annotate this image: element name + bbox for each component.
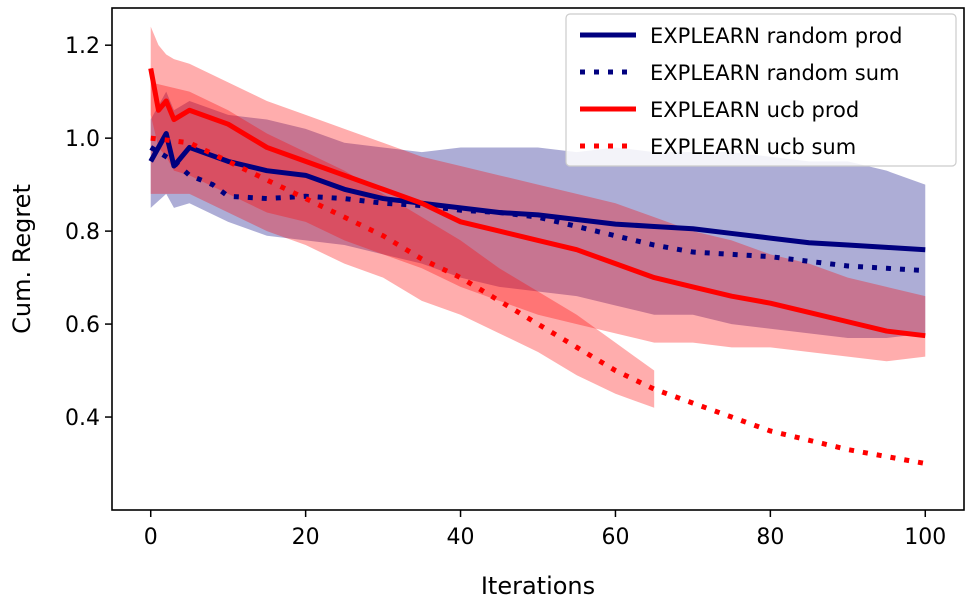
y-tick-label: 1.2 <box>65 34 100 59</box>
legend-label-3: EXPLEARN ucb prod <box>650 98 859 122</box>
y-tick-label: 0.8 <box>65 220 100 245</box>
confidence-band-3 <box>150 26 926 362</box>
x-tick-label: 40 <box>447 525 475 550</box>
legend-label-4: EXPLEARN ucb sum <box>650 135 856 159</box>
plot-frame <box>111 7 965 511</box>
x-axis: 0 20 40 60 80 100 <box>144 510 946 550</box>
legend-label-2: EXPLEARN random sum <box>650 61 899 85</box>
x-tick-label: 20 <box>292 525 320 550</box>
y-axis-label: Cum. Regret <box>8 184 36 334</box>
y-tick-label: 1.0 <box>65 127 100 152</box>
y-tick-label: 0.4 <box>65 406 100 431</box>
x-tick-label: 0 <box>144 525 158 550</box>
y-axis: 0.4 0.6 0.8 1.0 1.2 <box>65 34 112 431</box>
x-tick-label: 100 <box>904 525 946 550</box>
series-line-4 <box>150 135 926 466</box>
series-line-3 <box>148 67 926 339</box>
x-tick-label: 80 <box>756 525 784 550</box>
legend-label-1: EXPLEARN random prod <box>650 24 902 48</box>
series-lines <box>148 67 926 466</box>
legend-box <box>565 13 957 167</box>
x-axis-label: Iterations <box>481 572 595 600</box>
confidence-band-4 <box>150 82 655 408</box>
y-tick-label: 0.6 <box>65 313 100 338</box>
legend: EXPLEARN random prod EXPLEARN random sum E… <box>565 13 957 167</box>
x-tick-label: 60 <box>601 525 629 550</box>
series-line-2 <box>149 145 926 274</box>
